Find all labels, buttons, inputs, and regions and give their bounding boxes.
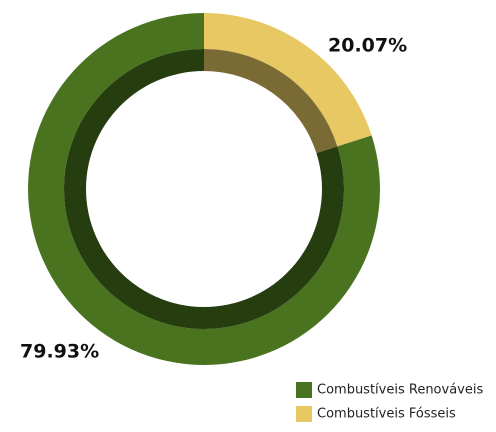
legend-label: Combustíveis Fósseis xyxy=(317,407,456,422)
donut-inner-segment xyxy=(204,49,338,154)
donut-segment xyxy=(204,13,372,147)
legend-swatch xyxy=(296,382,312,398)
legend-label: Combustíveis Renováveis xyxy=(317,383,483,398)
value-label: 79.93% xyxy=(20,341,99,363)
legend-swatch xyxy=(296,406,312,422)
value-label: 20.07% xyxy=(328,35,407,57)
